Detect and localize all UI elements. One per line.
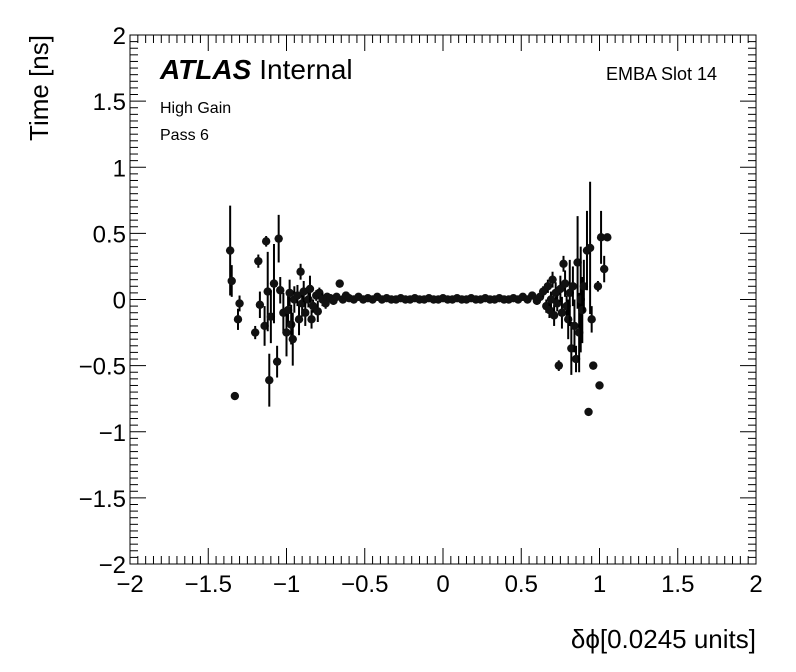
atlas-label: ATLAS Internal bbox=[159, 54, 353, 85]
data-point bbox=[549, 311, 559, 320]
data-point bbox=[543, 282, 553, 291]
data-point bbox=[288, 334, 297, 344]
data-point bbox=[553, 299, 562, 308]
data-point bbox=[315, 288, 324, 298]
data-point bbox=[313, 307, 322, 316]
data-points bbox=[225, 181, 612, 417]
x-tick-label: 2 bbox=[749, 571, 762, 598]
x-tick-label: 1.5 bbox=[661, 571, 694, 598]
data-point bbox=[599, 264, 609, 274]
x-tick-label: −0.5 bbox=[341, 571, 388, 598]
y-tick-label: 1.5 bbox=[93, 89, 126, 116]
y-tick-label: 1 bbox=[113, 155, 126, 182]
data-point bbox=[560, 279, 570, 288]
data-point bbox=[294, 315, 304, 324]
x-axis-title: δϕ[0.0245 units] bbox=[571, 624, 756, 654]
data-point bbox=[305, 284, 315, 294]
data-point bbox=[293, 291, 302, 300]
data-point bbox=[261, 237, 271, 246]
data-point bbox=[265, 375, 274, 385]
data-point bbox=[557, 308, 567, 317]
atlas-status-text: Internal bbox=[259, 54, 352, 85]
data-point bbox=[568, 282, 578, 291]
data-point bbox=[603, 233, 612, 242]
data-point bbox=[227, 276, 236, 286]
data-point bbox=[589, 361, 598, 370]
data-point bbox=[285, 288, 294, 298]
x-tick-label: 1 bbox=[593, 571, 606, 598]
data-point bbox=[233, 315, 243, 324]
data-point bbox=[578, 305, 587, 315]
data-point bbox=[573, 258, 582, 267]
data-point bbox=[283, 305, 293, 315]
data-point bbox=[230, 391, 240, 401]
data-point bbox=[276, 286, 285, 295]
y-tick-label: −1 bbox=[99, 420, 126, 447]
data-point bbox=[548, 275, 557, 284]
atlas-logo-text: ATLAS bbox=[159, 54, 252, 85]
data-point bbox=[266, 312, 276, 321]
x-tick-label: −1 bbox=[273, 571, 300, 598]
data-point bbox=[255, 300, 265, 309]
data-point bbox=[579, 282, 589, 291]
annotation-pass: Pass 6 bbox=[160, 127, 209, 144]
data-point bbox=[301, 308, 310, 317]
data-point bbox=[571, 354, 581, 364]
x-tick-label: −2 bbox=[116, 571, 143, 598]
data-point bbox=[251, 328, 260, 337]
data-point bbox=[335, 279, 344, 288]
data-point bbox=[260, 321, 269, 331]
data-point bbox=[225, 246, 235, 255]
x-tick-label: −1.5 bbox=[185, 571, 232, 598]
y-tick-labels: −2 −1.5 −1 −0.5 0 0.5 1 1.5 2 bbox=[79, 23, 126, 579]
data-point bbox=[272, 357, 282, 366]
x-tick-labels: −2 −1.5 −1 −0.5 0 0.5 1 1.5 2 bbox=[116, 571, 762, 598]
y-tick-label: 2 bbox=[113, 23, 126, 50]
axis-ticks bbox=[129, 34, 757, 565]
data-point bbox=[269, 279, 279, 288]
data-point bbox=[567, 344, 576, 353]
data-point bbox=[593, 282, 603, 291]
data-point bbox=[554, 361, 564, 370]
data-point bbox=[587, 315, 596, 324]
x-tick-label: 0 bbox=[436, 571, 449, 598]
data-point bbox=[546, 295, 556, 304]
y-tick-label: 0.5 bbox=[93, 221, 126, 248]
data-point bbox=[286, 320, 296, 329]
data-point bbox=[263, 287, 272, 296]
data-point bbox=[585, 243, 595, 253]
data-point bbox=[570, 321, 579, 331]
data-point bbox=[282, 328, 291, 337]
x-tick-label: 0.5 bbox=[505, 571, 538, 598]
annotation-high-gain: High Gain bbox=[160, 100, 231, 117]
data-point bbox=[565, 288, 574, 298]
data-point bbox=[235, 299, 244, 308]
y-tick-label: −1.5 bbox=[79, 486, 126, 513]
y-tick-label: −2 bbox=[99, 552, 126, 579]
y-axis-title: Time [ns] bbox=[24, 35, 54, 141]
data-point bbox=[307, 315, 316, 324]
y-tick-label: 0 bbox=[113, 288, 126, 315]
data-point bbox=[559, 259, 568, 268]
data-point bbox=[595, 381, 604, 390]
data-point bbox=[254, 256, 263, 266]
slot-label: EMBA Slot 14 bbox=[606, 64, 717, 84]
data-point bbox=[274, 234, 283, 243]
y-tick-label: −0.5 bbox=[79, 354, 126, 381]
data-point bbox=[296, 267, 305, 276]
data-point bbox=[584, 407, 593, 417]
data-point bbox=[596, 233, 606, 242]
